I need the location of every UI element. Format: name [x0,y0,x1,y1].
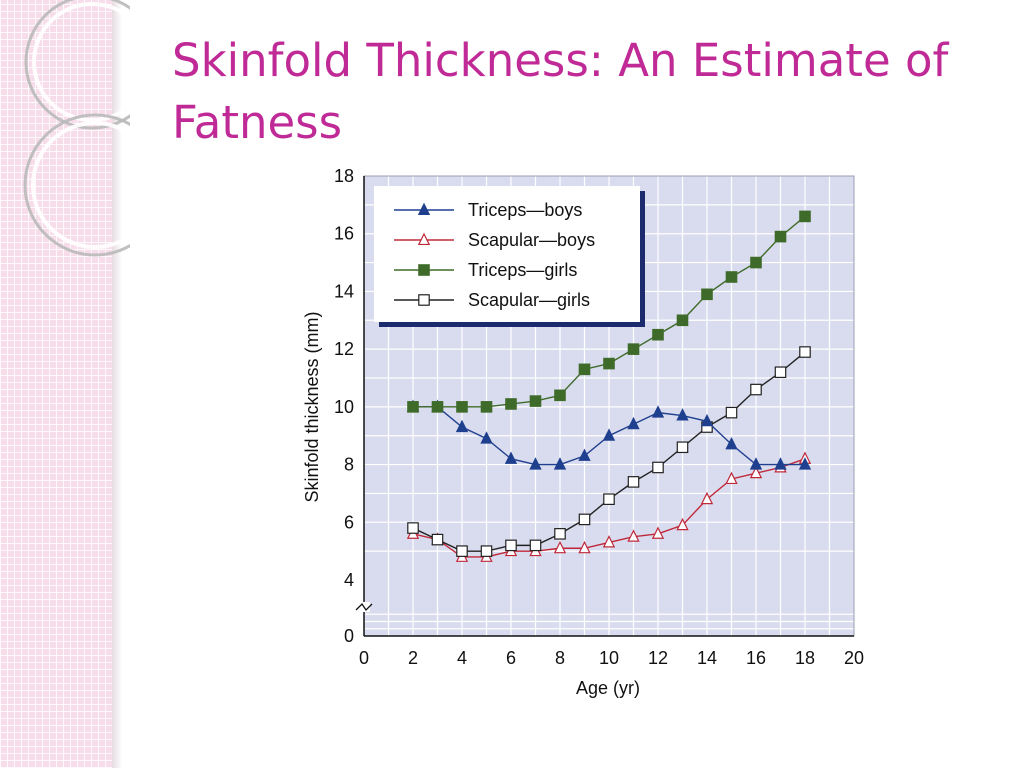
data-point [554,389,566,402]
x-tick-label: 20 [844,648,864,668]
data-point [602,535,616,548]
axes: Age (yr) Skinfold thickness (mm) 0 2 4 6 8 10… [302,166,864,698]
data-point [578,540,591,554]
data-point [529,457,542,470]
data-point [407,522,419,534]
x-tick-label: 8 [555,648,565,668]
data-point [725,437,738,450]
legend-label: Scapular—girls [468,290,590,310]
data-point [455,419,469,433]
data-point [725,271,738,283]
y-tick-label: 14 [334,281,354,301]
data-point [529,539,542,552]
legend-marker [417,232,431,246]
data-point [725,471,738,485]
slide-title: Skinfold Thickness: An Estimate of Fatne… [172,34,949,149]
y-tick-label: 0 [344,626,354,646]
decorative-rings [23,0,130,257]
data-point [480,401,493,413]
x-tick-label: 16 [746,648,766,668]
data-point [431,533,444,546]
data-point [480,545,493,557]
data-point [651,526,665,539]
x-tick-label: 0 [359,648,369,668]
data-point [725,406,738,419]
legend-marker [417,202,431,216]
y-tick-label: 18 [334,166,354,186]
x-tick-label: 4 [457,648,467,668]
data-point [652,328,664,341]
data-point [798,457,812,470]
data-point [749,457,763,470]
data-point [553,457,567,470]
data-point [407,401,419,413]
data-point [553,540,567,554]
legend-marker [418,264,430,276]
data-point [431,401,444,413]
y-tick-label: 16 [334,224,354,244]
axis-break-gap [356,602,370,612]
data-point [700,491,714,505]
legend: Triceps—boys Scapular—boys Triceps—girls Sc… [374,186,645,327]
data-point [701,288,713,301]
data-point [627,416,640,430]
data-point [750,383,762,396]
data-point [774,457,787,470]
data-point [750,256,762,269]
data-point [627,476,640,488]
data-point [676,408,689,421]
y-axis-label: Skinfold thickness (mm) [302,311,322,502]
data-point [676,314,689,327]
y-tick-label: 10 [334,397,354,417]
axis-break-marker [355,602,373,612]
data-point [602,428,616,441]
data-point [799,346,811,358]
data-point [676,441,689,454]
x-axis-label: Age (yr) [576,678,640,698]
data-point [700,413,714,427]
legend-label: Triceps—girls [468,260,577,280]
data-point [480,431,493,444]
y-tick-label: 12 [334,339,354,359]
data-point [603,357,615,370]
data-point [799,210,811,223]
x-tick-label: 10 [599,648,619,668]
legend-label: Triceps—boys [468,200,582,220]
data-point [676,517,689,531]
data-point [505,398,517,410]
legend-label: Scapular—boys [468,230,595,250]
data-point [749,465,763,479]
data-point [456,401,468,413]
x-tick-label: 18 [795,648,815,668]
x-tick-label: 2 [408,648,418,668]
data-point [529,395,542,407]
side-edge-shadow [112,0,122,768]
legend-marker [418,294,430,306]
y-tick-label: 6 [344,512,354,532]
data-point [578,513,591,526]
x-tick-label: 14 [697,648,717,668]
y-tick-label: 4 [344,570,354,590]
data-point [456,545,468,557]
data-point [554,528,566,540]
data-point [651,405,665,418]
data-point [774,230,787,243]
data-point [627,529,640,542]
data-point [505,539,517,552]
y-tick-label: 8 [344,455,354,475]
data-point [603,493,615,505]
x-tick-label: 12 [648,648,668,668]
data-point [652,461,664,474]
data-point [578,363,591,376]
data-point [774,366,787,379]
data-point [504,451,518,464]
data-point [578,448,591,461]
data-point [627,343,640,355]
x-tick-label: 6 [506,648,516,668]
